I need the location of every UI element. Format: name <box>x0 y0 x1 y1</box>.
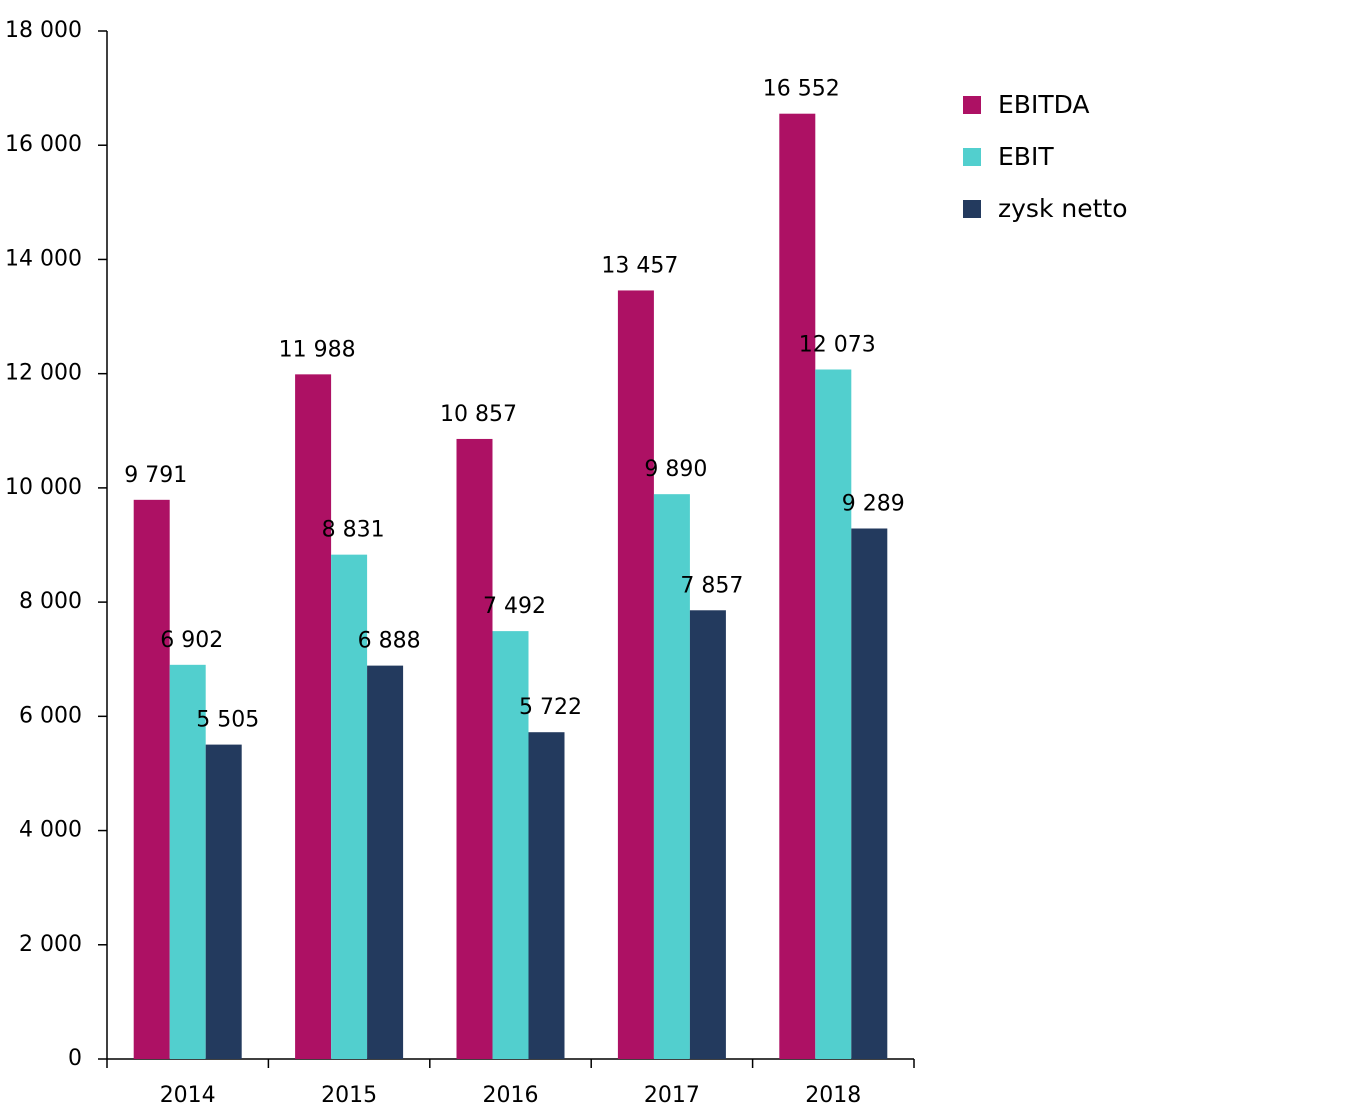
data-label: 5 505 <box>196 708 259 733</box>
y-tick-label: 16 000 <box>5 132 82 157</box>
data-label: 10 857 <box>440 402 517 427</box>
legend-swatch <box>963 200 981 218</box>
y-tick-label: 6 000 <box>19 703 82 728</box>
bar-ebitda-2014 <box>133 499 170 1060</box>
data-label: 6 902 <box>160 628 223 653</box>
bar-zysk-netto-2014 <box>205 744 242 1059</box>
y-tick-label: 0 <box>68 1046 82 1071</box>
y-tick-label: 4 000 <box>19 818 82 843</box>
bar-ebit-2017 <box>653 494 690 1059</box>
data-label: 6 888 <box>358 629 421 654</box>
legend-label: EBITDA <box>998 90 1090 119</box>
bar-zysk-netto-2017 <box>689 610 726 1059</box>
data-label: 9 289 <box>842 491 905 516</box>
bar-ebitda-2016 <box>456 438 493 1059</box>
y-tick-label: 14 000 <box>5 246 82 271</box>
bar-zysk-netto-2015 <box>367 665 404 1059</box>
legend: EBITDA EBIT zysk netto <box>963 90 1128 223</box>
y-tick-label: 18 000 <box>5 18 82 43</box>
bars <box>133 113 888 1060</box>
data-label: 9 890 <box>644 457 707 482</box>
bar-ebit-2014 <box>169 664 206 1059</box>
bar-ebit-2015 <box>331 554 368 1059</box>
x-tick-label: 2016 <box>483 1083 539 1108</box>
x-tick-label: 2017 <box>644 1083 700 1108</box>
x-tick-label: 2015 <box>321 1083 377 1108</box>
bar-ebit-2018 <box>815 369 852 1059</box>
data-label: 9 791 <box>124 463 187 488</box>
y-tick-label: 8 000 <box>19 589 82 614</box>
bar-zysk-netto-2018 <box>851 528 888 1059</box>
data-labels: 9 791 11 988 10 857 13 457 16 552 6 902 8 831 7… <box>124 77 905 733</box>
legend-swatch <box>963 148 981 166</box>
data-label: 13 457 <box>601 253 678 278</box>
y-axis: 0 2 000 4 000 6 000 8 000 10 000 12 000 14 000 1… <box>5 18 108 1071</box>
bar-ebit-2016 <box>492 631 529 1059</box>
legend-label: EBIT <box>998 142 1054 171</box>
y-tick-label: 2 000 <box>19 932 82 957</box>
data-label: 7 857 <box>680 573 743 598</box>
data-label: 11 988 <box>279 337 356 362</box>
y-tick-label: 10 000 <box>5 475 82 500</box>
data-label: 16 552 <box>763 77 840 102</box>
x-tick-label: 2014 <box>160 1083 216 1108</box>
bar-ebitda-2017 <box>617 290 654 1059</box>
bar-ebitda-2015 <box>295 374 332 1059</box>
legend-swatch <box>963 96 981 114</box>
data-label: 8 831 <box>322 518 385 543</box>
x-axis: 2014 2015 2016 2017 2018 <box>106 1058 915 1108</box>
data-label: 7 492 <box>483 594 546 619</box>
x-tick-label: 2018 <box>805 1083 861 1108</box>
data-label: 12 073 <box>799 332 876 357</box>
bar-ebitda-2018 <box>779 113 816 1059</box>
legend-label: zysk netto <box>998 194 1128 223</box>
bar-zysk-netto-2016 <box>528 732 565 1059</box>
y-tick-label: 12 000 <box>5 361 82 386</box>
data-label: 5 722 <box>519 695 582 720</box>
